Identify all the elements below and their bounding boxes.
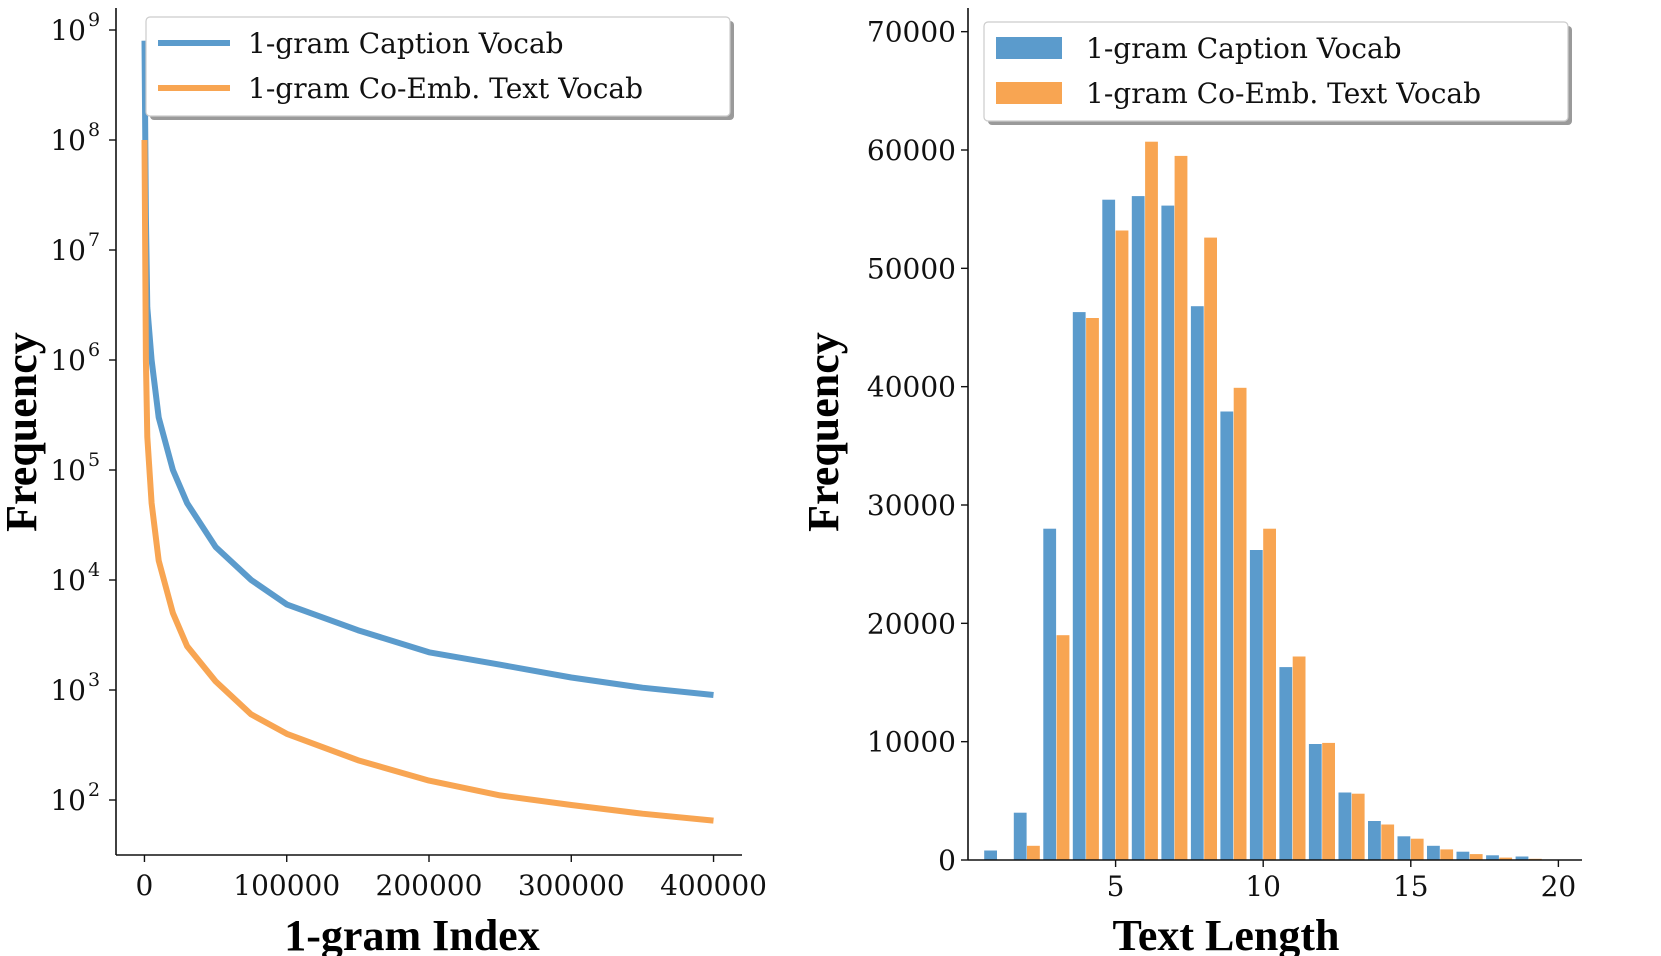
left-y-tick-label: 10 <box>50 14 86 47</box>
left-series-line-caption <box>141 40 714 698</box>
bar-coemb-len-12 <box>1322 742 1335 860</box>
left-y-tick-exponent: 8 <box>88 119 100 141</box>
bar-caption-len-19 <box>1515 856 1529 860</box>
bar-coemb-len-10 <box>1263 528 1276 860</box>
right-x-tick-label: 10 <box>1245 870 1281 903</box>
bar-caption-len-14 <box>1368 821 1381 860</box>
bar-caption-len-7 <box>1161 205 1175 861</box>
right-y-axis-title: Frequency <box>799 332 848 532</box>
left-x-tick-label: 200000 <box>376 869 483 902</box>
right-x-ticks: 5 10 15 20 <box>1107 860 1577 903</box>
left-x-ticks: 0 100000 200000 300000 400000 <box>136 855 767 902</box>
left-y-tick-exponent: 7 <box>88 229 100 251</box>
right-y-ticks: 0 10000 20000 30000 40000 50000 60000 70000 <box>867 16 968 877</box>
left-x-tick-label: 300000 <box>518 869 625 902</box>
left-y-tick-exponent: 9 <box>88 9 100 31</box>
left-legend: 1-gram Caption Vocab 1-gram Co-Emb. Text… <box>145 16 734 120</box>
bar-coemb-len-18 <box>1499 857 1513 860</box>
bar-caption-len-16 <box>1427 845 1440 860</box>
right-legend-label-coemb: 1-gram Co-Emb. Text Vocab <box>1086 77 1481 110</box>
left-y-tick-exponent: 3 <box>88 669 100 691</box>
right-y-tick-label: 60000 <box>867 134 956 167</box>
right-y-tick-label: 0 <box>938 844 956 877</box>
left-y-axis-title: Frequency <box>0 332 46 532</box>
bar-caption-len-12 <box>1308 744 1322 860</box>
left-x-axis-title: 1-gram Index <box>284 911 539 956</box>
bar-caption-len-6 <box>1131 196 1145 861</box>
right-bar-chart: 5 10 15 20 0 10000 20000 30000 40000 50000 60000 7… <box>799 8 1582 956</box>
left-legend-label-caption: 1-gram Caption Vocab <box>248 27 564 60</box>
bar-caption-len-9 <box>1220 411 1234 860</box>
left-y-tick-exponent: 6 <box>88 339 100 361</box>
left-y-tick-exponent: 2 <box>88 779 100 801</box>
bar-coemb-len-15 <box>1410 838 1424 860</box>
bar-caption-len-17 <box>1456 851 1470 860</box>
left-series-line-coemb <box>141 139 714 824</box>
bar-caption-len-11 <box>1279 667 1293 860</box>
right-y-tick-label: 20000 <box>867 607 956 640</box>
bar-coemb-len-4 <box>1086 318 1099 860</box>
bar-coemb-len-7 <box>1174 155 1188 860</box>
right-y-tick-label: 10000 <box>867 726 956 759</box>
bar-caption-len-15 <box>1397 836 1411 860</box>
left-x-tick-label: 100000 <box>233 869 340 902</box>
left-y-tick-label: 10 <box>50 454 86 487</box>
right-x-tick-label: 15 <box>1393 870 1429 903</box>
left-y-tick-exponent: 5 <box>88 449 100 471</box>
right-y-tick-label: 40000 <box>867 371 956 404</box>
bar-coemb-len-17 <box>1469 854 1483 860</box>
right-x-axis-title: Text Length <box>1113 911 1340 956</box>
left-legend-box <box>145 16 731 117</box>
right-y-tick-label: 30000 <box>867 489 956 522</box>
left-y-tick-label: 10 <box>50 344 86 377</box>
bar-caption-len-5 <box>1102 199 1116 860</box>
left-y-tick-exponent: 4 <box>88 559 100 581</box>
bar-caption-len-10 <box>1249 550 1263 860</box>
right-legend-swatch-caption <box>996 37 1062 59</box>
left-y-tick-label: 10 <box>50 234 86 267</box>
right-y-tick-label: 70000 <box>867 16 956 49</box>
bar-coemb-len-14 <box>1381 824 1395 860</box>
bar-caption-len-1 <box>984 850 997 860</box>
bar-caption-len-18 <box>1486 855 1499 860</box>
bar-coemb-len-13 <box>1351 793 1365 860</box>
bar-coemb-len-6 <box>1145 141 1158 860</box>
bar-caption-len-4 <box>1072 312 1086 861</box>
left-x-tick-label: 400000 <box>660 869 767 902</box>
bar-coemb-len-9 <box>1233 387 1247 860</box>
right-legend: 1-gram Caption Vocab 1-gram Co-Emb. Text… <box>983 21 1572 125</box>
left-y-tick-label: 10 <box>50 784 86 817</box>
bar-coemb-len-11 <box>1292 656 1306 860</box>
right-bars-group <box>984 141 1542 861</box>
bar-caption-len-2 <box>1013 812 1027 860</box>
bar-caption-len-13 <box>1338 792 1352 860</box>
bar-coemb-len-8 <box>1204 237 1217 861</box>
bar-caption-len-3 <box>1043 528 1057 860</box>
left-series-group <box>141 40 714 824</box>
right-x-tick-label: 20 <box>1541 870 1577 903</box>
right-legend-swatch-coemb <box>996 82 1062 104</box>
left-x-tick-label: 0 <box>136 869 154 902</box>
left-y-tick-label: 10 <box>50 674 86 707</box>
right-x-tick-label: 5 <box>1107 870 1125 903</box>
right-y-tick-label: 50000 <box>867 252 956 285</box>
left-legend-label-coemb: 1-gram Co-Emb. Text Vocab <box>248 72 643 105</box>
bar-caption-len-8 <box>1190 306 1204 860</box>
right-legend-label-caption: 1-gram Caption Vocab <box>1086 32 1402 65</box>
left-y-tick-label: 10 <box>50 564 86 597</box>
bar-coemb-len-3 <box>1056 635 1070 860</box>
bar-coemb-len-5 <box>1115 230 1129 860</box>
left-y-tick-label: 10 <box>50 124 86 157</box>
bar-coemb-len-2 <box>1027 845 1040 860</box>
bar-coemb-len-16 <box>1440 849 1454 860</box>
right-legend-box <box>983 21 1569 122</box>
